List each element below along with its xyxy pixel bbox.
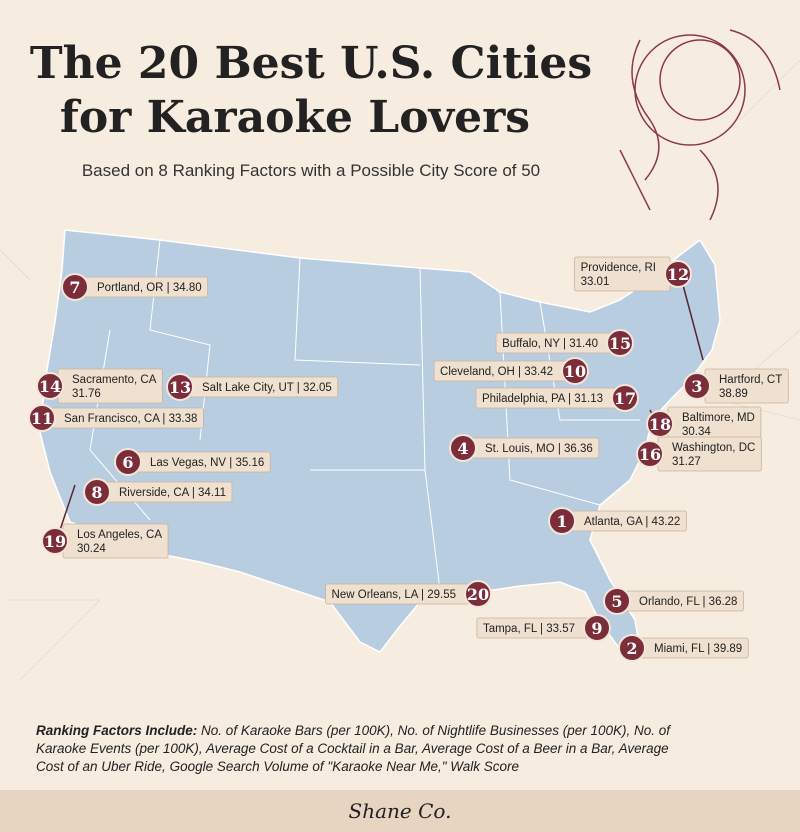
city-text: Salt Lake City, UT | 32.05 [202,382,332,394]
rank-badge [83,478,111,506]
city-text: Orlando, FL | 36.28 [639,596,737,608]
rank-number: 20 [467,585,489,604]
city-text: Cleveland, OH | 33.42 [440,366,553,378]
city-text: Hartford, CT [719,374,782,386]
rank-badge [561,357,589,385]
city-label: Miami, FL | 39.89 2 [618,634,749,662]
city-text: Portland, OR | 34.80 [97,282,202,294]
city-text: 30.34 [682,426,711,438]
rank-number: 3 [691,377,702,396]
rank-number: 11 [31,409,53,428]
rank-number: 6 [122,453,133,472]
rank-badge [548,507,576,535]
rank-number: 16 [639,445,661,464]
rank-badge [618,634,646,662]
city-label: Sacramento, CA 31.76 14 [36,368,163,404]
footnote: Ranking Factors Include: No. of Karaoke … [36,723,671,774]
rank-badge [28,404,56,432]
rank-number: 4 [457,439,468,458]
rank-number: 17 [614,389,636,408]
city-label: Los Angeles, CA 30.24 19 [41,523,169,559]
rank-badge [583,614,611,642]
rank-number: 8 [91,483,102,502]
city-label: Buffalo, NY | 31.40 15 [495,329,634,357]
title-line: for Karaoke Lovers [60,92,530,143]
rank-badge [166,373,194,401]
rank-number: 12 [667,265,689,284]
rank-badge [464,580,492,608]
city-text: Tampa, FL | 33.57 [483,623,575,635]
city-text: Atlanta, GA | 43.22 [584,516,680,528]
city-text: Buffalo, NY | 31.40 [502,338,598,350]
rank-number: 1 [556,512,567,531]
footnote-line: Karaoke Events (per 100K), Average Cost … [36,741,669,756]
footnote-line: Ranking Factors Include: No. of Karaoke … [36,723,671,738]
rank-badge [114,448,142,476]
city-text: 31.76 [72,388,101,400]
rank-number: 2 [626,639,637,658]
city-text: St. Louis, MO | 36.36 [485,443,593,455]
city-text: 38.89 [719,388,748,400]
rank-number: 14 [39,377,61,396]
rank-number: 19 [44,532,66,551]
rank-number: 9 [591,619,602,638]
rank-number: 13 [169,378,191,397]
city-text: Providence, RI [581,262,656,274]
rank-badge [664,260,692,288]
city-text: Riverside, CA | 34.11 [119,487,226,499]
rank-badge [683,372,711,400]
city-label: San Francisco, CA | 33.38 11 [28,404,204,432]
city-text: 31.27 [672,456,701,468]
city-text: Miami, FL | 39.89 [654,643,742,655]
city-label: Salt Lake City, UT | 32.05 13 [166,373,339,401]
city-label: Washington, DC 31.27 16 [636,436,762,472]
rank-badge [41,527,69,555]
rank-number: 5 [611,592,622,611]
city-text: Philadelphia, PA | 31.13 [482,393,603,405]
rank-badge [36,372,64,400]
city-label: Portland, OR | 34.80 7 [61,273,209,301]
title-line: The 20 Best U.S. Cities [30,38,592,89]
city-label: Riverside, CA | 34.11 8 [83,478,233,506]
city-label: Tampa, FL | 33.57 9 [476,614,611,642]
rank-number: 15 [609,334,631,353]
city-label: Orlando, FL | 36.28 5 [603,587,744,615]
rank-badge [611,384,639,412]
footnote-lead: Ranking Factors Include: [36,723,197,738]
city-text: San Francisco, CA | 33.38 [64,413,197,425]
city-text: Los Angeles, CA [77,529,162,541]
city-label: Cleveland, OH | 33.42 10 [433,357,589,385]
city-text: Baltimore, MD [682,412,755,424]
city-label: Hartford, CT 38.89 3 [683,368,789,404]
rank-badge [606,329,634,357]
city-label: New Orleans, LA | 29.55 20 [325,580,492,608]
rank-number: 7 [69,278,80,297]
city-text: Las Vegas, NV | 35.16 [150,457,264,469]
city-label: Las Vegas, NV | 35.16 6 [114,448,271,476]
rank-number: 18 [649,415,671,434]
city-label: Philadelphia, PA | 31.13 17 [475,384,639,412]
footnote-line: Cost of an Uber Ride, Google Search Volu… [36,759,519,774]
footnote-text: No. of Karaoke Bars (per 100K), No. of N… [201,723,671,738]
footer-band [0,790,800,832]
singer-illustration [619,29,781,221]
city-label: Providence, RI 33.01 12 [574,256,692,292]
city-text: 33.01 [581,276,610,288]
city-markers: Portland, OR | 34.80 7 Providence, RI 33.01… [28,256,789,662]
subtitle: Based on 8 Ranking Factors with a Possib… [82,161,540,180]
rank-badge [61,273,89,301]
city-label: St. Louis, MO | 36.36 4 [449,434,600,462]
city-text: New Orleans, LA | 29.55 [332,589,456,601]
rank-badge [449,434,477,462]
brand-logo: Shane Co. [349,799,452,823]
rank-badge [636,440,664,468]
city-text: Washington, DC [672,442,755,454]
city-label: Atlanta, GA | 43.22 1 [548,507,687,535]
rank-number: 10 [564,362,586,381]
rank-badge [603,587,631,615]
city-text: Sacramento, CA [72,374,157,386]
city-text: 30.24 [77,543,106,555]
city-label: Baltimore, MD 30.34 18 [646,406,762,442]
